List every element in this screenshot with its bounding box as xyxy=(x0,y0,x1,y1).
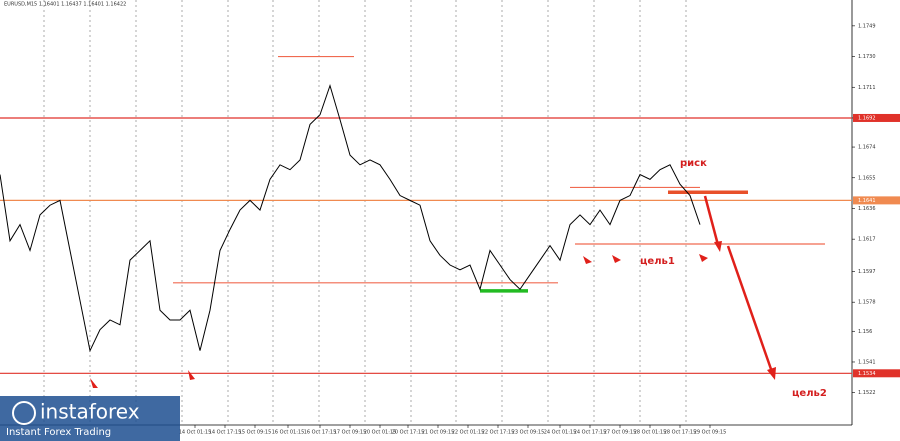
x-tick-label: 23 Oct 09:15 xyxy=(512,430,545,436)
y-tick-label: 1.1711 xyxy=(858,85,876,91)
level-tag xyxy=(853,369,900,378)
x-tick-label: 16 Oct 01:15 xyxy=(272,430,305,436)
target1-label: цель1 xyxy=(640,256,675,267)
x-tick-label: 28 Oct 01:15 xyxy=(634,430,667,436)
x-tick-label: 22 Oct 17:15 xyxy=(482,430,515,436)
forecast-arrows xyxy=(703,195,776,380)
y-tick-label: 1.1730 xyxy=(858,54,876,60)
x-tick-label: 28 Oct 17:15 xyxy=(664,430,697,436)
y-tick-label: 1.1597 xyxy=(858,269,876,275)
y-tick-label: 1.1578 xyxy=(858,300,876,306)
x-tick-label: 24 Oct 01:15 xyxy=(544,430,577,436)
x-tick-label: 14 Oct 01:15 xyxy=(179,430,212,436)
x-tick-label: 29 Oct 09:15 xyxy=(694,430,727,436)
x-tick-label: 16 Oct 17:15 xyxy=(304,430,337,436)
y-tick-label: 1.1655 xyxy=(858,175,876,181)
level-label: 1.1641 xyxy=(858,198,876,204)
y-tick-label: 1.1522 xyxy=(858,390,876,396)
day-separators xyxy=(43,0,687,425)
x-tick-label: 22 Oct 01:15 xyxy=(452,430,485,436)
target2-label: цель2 xyxy=(792,388,827,399)
x-tick-label: 24 Oct 17:15 xyxy=(574,430,607,436)
x-tick-label: 20 Oct 01:15 xyxy=(364,430,397,436)
risk-label: риск xyxy=(680,158,707,169)
y-tick-label: 1.156 xyxy=(858,329,872,335)
y-tick-label: 1.1674 xyxy=(858,145,876,151)
y-tick-label: 1.1636 xyxy=(858,206,876,212)
logo-icon xyxy=(12,401,36,425)
y-tick-label: 1.1617 xyxy=(858,237,876,243)
signal-markers xyxy=(90,254,708,388)
x-tick-label: 14 Oct 17:15 xyxy=(209,430,242,436)
level-label: 1.1692 xyxy=(858,115,876,121)
x-tick-label: 20 Oct 17:15 xyxy=(392,430,425,436)
chart-title: EURUSD,M15 1.16401 1.16437 1.16401 1.164… xyxy=(4,2,126,8)
x-tick-label: 21 Oct 09:15 xyxy=(422,430,455,436)
price-line xyxy=(0,84,701,353)
logo-tagline: Instant Forex Trading xyxy=(6,427,111,438)
level-tag xyxy=(853,113,900,122)
level-label: 1.1534 xyxy=(858,371,876,377)
y-tick-label: 1.1749 xyxy=(858,23,876,29)
x-tick-label: 15 Oct 09:15 xyxy=(239,430,272,436)
logo: instaforex Instant Forex Trading xyxy=(0,396,180,441)
level-tag xyxy=(853,196,900,205)
x-tick-label: 27 Oct 09:15 xyxy=(604,430,637,436)
y-tick-label: 1.1541 xyxy=(858,359,876,365)
x-tick-label: 17 Oct 09:15 xyxy=(334,430,367,436)
logo-brand: instaforex xyxy=(40,400,140,424)
